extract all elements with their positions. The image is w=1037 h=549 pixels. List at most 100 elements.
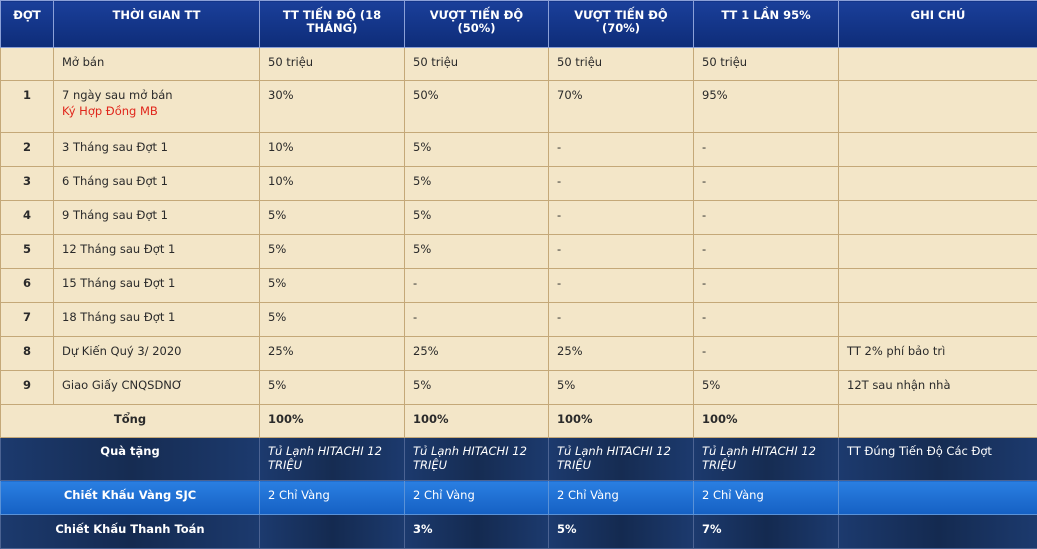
- payment-c3: 5%: [549, 515, 694, 549]
- row-note: [839, 303, 1037, 337]
- gift-c2: Tủ Lạnh HITACHI 12 TRIỆU: [405, 438, 549, 481]
- gold-discount-label: Chiết Khấu Vàng SJC: [1, 481, 260, 515]
- row-c3: -: [549, 167, 694, 201]
- row-c4: -: [694, 337, 839, 371]
- row-c1: 10%: [260, 167, 405, 201]
- row-c3: 5%: [549, 371, 694, 405]
- row-c1: 25%: [260, 337, 405, 371]
- row-c2: -: [405, 303, 549, 337]
- payment-discount-row: Chiết Khấu Thanh Toán 3% 5% 7%: [1, 515, 1037, 549]
- total-c3: 100%: [549, 405, 694, 438]
- total-c1: 100%: [260, 405, 405, 438]
- table-row: 7 18 Tháng sau Đợt 1 5% - - -: [1, 303, 1037, 337]
- row-note: [839, 235, 1037, 269]
- row-note: TT 2% phí bảo trì: [839, 337, 1037, 371]
- row-note: 12T sau nhận nhà: [839, 371, 1037, 405]
- row-stt: 7: [1, 303, 54, 337]
- row-c2: 5%: [405, 201, 549, 235]
- row-c2: 5%: [405, 167, 549, 201]
- gift-c3: Tủ Lạnh HITACHI 12 TRIỆU: [549, 438, 694, 481]
- header-ahead-50: VƯỢT TIẾN ĐỘ (50%): [405, 1, 549, 48]
- gift-note: TT Đúng Tiến Độ Các Đợt: [839, 438, 1037, 481]
- row-c3: 50 triệu: [549, 48, 694, 81]
- payment-c2: 3%: [405, 515, 549, 549]
- gold-c1: 2 Chỉ Vàng: [260, 481, 405, 515]
- header-18-months: TT TIẾN ĐỘ (18 THÁNG): [260, 1, 405, 48]
- row-note: [839, 133, 1037, 167]
- gold-discount-row: Chiết Khấu Vàng SJC 2 Chỉ Vàng 2 Chỉ Vàn…: [1, 481, 1037, 515]
- row-stt: 8: [1, 337, 54, 371]
- row-stt: 9: [1, 371, 54, 405]
- row-note: [839, 48, 1037, 81]
- row-c1: 30%: [260, 81, 405, 133]
- row-note: [839, 269, 1037, 303]
- header-dot: ĐỢT: [1, 1, 54, 48]
- row-c3: 25%: [549, 337, 694, 371]
- row-c4: -: [694, 133, 839, 167]
- row-c4: -: [694, 269, 839, 303]
- header-time: THỜI GIAN TT: [54, 1, 260, 48]
- row-c3: 70%: [549, 81, 694, 133]
- row-c4: -: [694, 235, 839, 269]
- header-ahead-70: VƯỢT TIẾN ĐỘ (70%): [549, 1, 694, 48]
- row-c3: -: [549, 235, 694, 269]
- table-row: 4 9 Tháng sau Đợt 1 5% 5% - -: [1, 201, 1037, 235]
- total-c4: 100%: [694, 405, 839, 438]
- row-c3: -: [549, 269, 694, 303]
- gold-c2: 2 Chỉ Vàng: [405, 481, 549, 515]
- table-row: 3 6 Tháng sau Đợt 1 10% 5% - -: [1, 167, 1037, 201]
- table-row: 6 15 Tháng sau Đợt 1 5% - - -: [1, 269, 1037, 303]
- total-label: Tổng: [1, 405, 260, 438]
- row-stt: 2: [1, 133, 54, 167]
- header-row: ĐỢT THỜI GIAN TT TT TIẾN ĐỘ (18 THÁNG) V…: [1, 1, 1037, 48]
- row-note: [839, 81, 1037, 133]
- gift-c4: Tủ Lạnh HITACHI 12 TRIỆU: [694, 438, 839, 481]
- row-c1: 10%: [260, 133, 405, 167]
- table-row: 2 3 Tháng sau Đợt 1 10% 5% - -: [1, 133, 1037, 167]
- row-time: Mở bán: [54, 48, 260, 81]
- row-c2: -: [405, 269, 549, 303]
- gold-c3: 2 Chỉ Vàng: [549, 481, 694, 515]
- row-c2: 5%: [405, 371, 549, 405]
- row-time: 7 ngày sau mở bán: [62, 88, 173, 102]
- total-c2: 100%: [405, 405, 549, 438]
- row-c3: -: [549, 201, 694, 235]
- row-c3: -: [549, 133, 694, 167]
- header-one-time-95: TT 1 LẦN 95%: [694, 1, 839, 48]
- row-c1: 5%: [260, 303, 405, 337]
- total-note: [839, 405, 1037, 438]
- row-c2: 5%: [405, 133, 549, 167]
- payment-discount-label: Chiết Khấu Thanh Toán: [1, 515, 260, 549]
- row-c4: 50 triệu: [694, 48, 839, 81]
- row-time: 3 Tháng sau Đợt 1: [54, 133, 260, 167]
- table-row: Mở bán 50 triệu 50 triệu 50 triệu 50 tri…: [1, 48, 1037, 81]
- header-note: GHI CHÚ: [839, 1, 1037, 48]
- row-c2: 50 triệu: [405, 48, 549, 81]
- table-row: 5 12 Tháng sau Đợt 1 5% 5% - -: [1, 235, 1037, 269]
- row-stt: 5: [1, 235, 54, 269]
- row-stt: 6: [1, 269, 54, 303]
- table-row: 1 7 ngày sau mở bán Ký Hợp Đồng MB 30% 5…: [1, 81, 1037, 133]
- total-row: Tổng 100% 100% 100% 100%: [1, 405, 1037, 438]
- gift-c1: Tủ Lạnh HITACHI 12 TRIỆU: [260, 438, 405, 481]
- row-time: 9 Tháng sau Đợt 1: [54, 201, 260, 235]
- table-row: 9 Giao Giấy CNQSDNƠ 5% 5% 5% 5% 12T sau …: [1, 371, 1037, 405]
- row-c2: 50%: [405, 81, 549, 133]
- row-stt: 1: [1, 81, 54, 133]
- row-stt: 3: [1, 167, 54, 201]
- gold-c4: 2 Chỉ Vàng: [694, 481, 839, 515]
- payment-c4: 7%: [694, 515, 839, 549]
- row-c1: 5%: [260, 371, 405, 405]
- row-c2: 25%: [405, 337, 549, 371]
- gift-label: Quà tặng: [1, 438, 260, 481]
- contract-signing-label: Ký Hợp Đồng MB: [62, 104, 251, 118]
- row-time: Giao Giấy CNQSDNƠ: [54, 371, 260, 405]
- row-note: [839, 167, 1037, 201]
- row-c4: -: [694, 167, 839, 201]
- row-time: 18 Tháng sau Đợt 1: [54, 303, 260, 337]
- table-row: 8 Dự Kiến Quý 3/ 2020 25% 25% 25% - TT 2…: [1, 337, 1037, 371]
- row-c3: -: [549, 303, 694, 337]
- payment-c1: [260, 515, 405, 549]
- gold-note: [839, 481, 1037, 515]
